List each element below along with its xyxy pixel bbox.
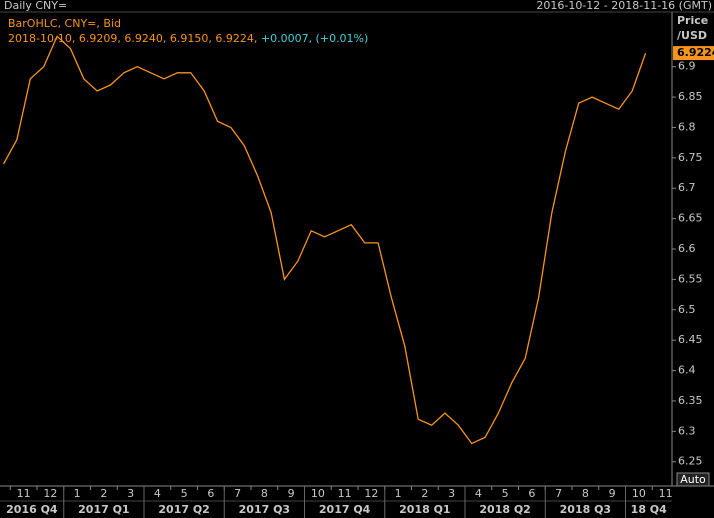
x-tick-label: 3 <box>127 487 134 500</box>
y-tick-label: 6.5 <box>678 303 696 316</box>
x-tick-label: 6 <box>207 487 214 500</box>
auto-button-label[interactable]: Auto <box>680 473 706 486</box>
y-tick-label: 6.25 <box>678 455 703 468</box>
x-tick-label: 9 <box>609 487 616 500</box>
y-tick-label: 6.6 <box>678 242 696 255</box>
quarter-label: 2017 Q2 <box>158 503 209 516</box>
y-tick-label: 6.3 <box>678 424 696 437</box>
y-tick-label: 6.65 <box>678 212 703 225</box>
quarter-label: 2016 Q4 <box>6 503 58 516</box>
x-tick-label: 11 <box>338 487 352 500</box>
date-range: 2016-10-12 - 2018-11-16 (GMT) <box>536 0 712 12</box>
y-tick-label: 6.7 <box>678 181 696 194</box>
legend-title: BarOHLC, CNY=, Bid <box>8 17 121 30</box>
x-tick-label: 1 <box>74 487 81 500</box>
x-tick-label: 1 <box>395 487 402 500</box>
x-tick-label: 7 <box>234 487 241 500</box>
y-tick-label: 6.9 <box>678 60 696 73</box>
quarter-label: 2018 Q1 <box>399 503 450 516</box>
y-tick-label: 6.85 <box>678 90 703 103</box>
quarter-label: 2018 Q3 <box>560 503 611 516</box>
quarter-label: 2017 Q3 <box>239 503 290 516</box>
quarter-label: 2017 Q4 <box>319 503 371 516</box>
x-tick-label: 7 <box>555 487 562 500</box>
x-tick-label: 3 <box>448 487 455 500</box>
x-tick-label: 5 <box>181 487 188 500</box>
legend-values-text: 2018-10-10, 6.9209, 6.9240, 6.9150, 6.92… <box>8 32 257 45</box>
x-tick-label: 10 <box>311 487 325 500</box>
x-tick-label: 4 <box>475 487 482 500</box>
quarter-label: 2018 Q2 <box>479 503 530 516</box>
y-tick-label: 6.75 <box>678 151 703 164</box>
chart-title: Daily CNY= <box>4 0 67 12</box>
x-tick-label: 5 <box>502 487 509 500</box>
axis-label: /USD <box>677 29 707 42</box>
x-tick-label: 6 <box>528 487 535 500</box>
last-value-tag <box>673 46 714 61</box>
x-tick-label: 9 <box>288 487 295 500</box>
x-tick-label: 2 <box>100 487 107 500</box>
last-value-label: 6.9224 <box>677 46 714 59</box>
x-tick-label: 10 <box>632 487 646 500</box>
quarter-label: 18 Q4 <box>631 503 667 516</box>
x-tick-label: 12 <box>43 487 57 500</box>
x-tick-label: 8 <box>582 487 589 500</box>
x-tick-label: 4 <box>154 487 161 500</box>
price-line <box>3 35 647 445</box>
legend-values: 2018-10-10, 6.9209, 6.9240, 6.9150, 6.92… <box>8 32 368 45</box>
x-tick-label: 12 <box>364 487 378 500</box>
x-tick-label: 11 <box>17 487 31 500</box>
x-tick-label: 8 <box>261 487 268 500</box>
x-tick-label: 11 <box>659 487 673 500</box>
axis-label: Price <box>677 14 708 27</box>
y-tick-label: 6.8 <box>678 120 696 133</box>
y-tick-label: 6.55 <box>678 272 703 285</box>
auto-button[interactable] <box>676 472 710 487</box>
y-tick-label: 6.35 <box>678 394 703 407</box>
y-tick-label: 6.45 <box>678 333 703 346</box>
quarter-label: 2017 Q1 <box>78 503 129 516</box>
x-tick-label: 2 <box>421 487 428 500</box>
y-tick-label: 6.4 <box>678 364 696 377</box>
legend-change: +0.0007, (+0.01%) <box>261 32 368 45</box>
